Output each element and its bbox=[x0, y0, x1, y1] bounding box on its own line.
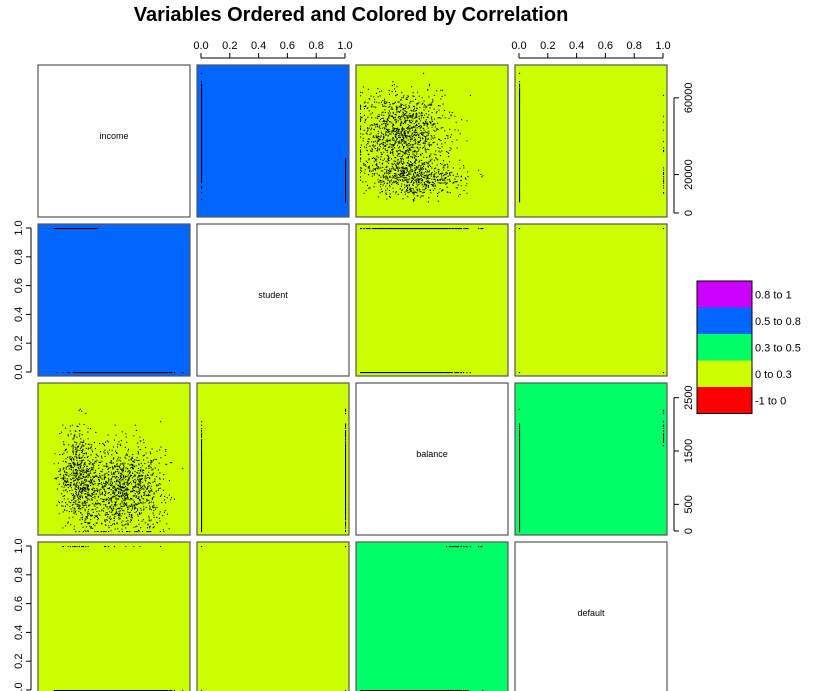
panel-default-income bbox=[37, 541, 191, 691]
panel-background bbox=[514, 382, 668, 536]
panel-student-student: student bbox=[196, 223, 350, 377]
legend-label: 0.5 to 0.8 bbox=[755, 316, 801, 328]
panel-default-balance bbox=[355, 541, 509, 691]
panel-income-default bbox=[514, 64, 668, 218]
diagonal-label-student: student bbox=[258, 290, 288, 300]
panel-balance-balance: balance bbox=[355, 382, 509, 536]
chart-title: Variables Ordered and Colored by Correla… bbox=[134, 4, 569, 26]
panel-student-income bbox=[37, 223, 191, 377]
legend-swatch bbox=[697, 387, 752, 414]
tick-label-left-default: 0.6 bbox=[13, 596, 25, 611]
panel-background bbox=[355, 223, 509, 377]
tick-label-top-default: 0.4 bbox=[569, 40, 584, 52]
legend-label: 0.3 to 0.5 bbox=[755, 342, 801, 354]
tick-label-left-student: 0.8 bbox=[13, 249, 25, 264]
legend-swatch bbox=[697, 281, 752, 308]
panel-background bbox=[196, 223, 350, 377]
scatter-points-income-vs-balance bbox=[360, 72, 484, 203]
tick-label-right-balance: 2500 bbox=[683, 385, 695, 409]
panel-background bbox=[37, 64, 191, 218]
tick-label-left-student: 0.2 bbox=[13, 336, 25, 351]
tick-label-left-student: 1.0 bbox=[13, 220, 25, 235]
panel-default-default: default bbox=[514, 541, 668, 691]
diagonal-label-income: income bbox=[99, 131, 128, 141]
tick-label-left-default: 0.2 bbox=[13, 654, 25, 669]
tick-label-left-default: 0.8 bbox=[13, 567, 25, 582]
panel-balance-student bbox=[196, 382, 350, 536]
tick-label-right-balance: 1500 bbox=[683, 439, 695, 463]
tick-label-top-student: 0.8 bbox=[309, 40, 324, 52]
panel-income-balance bbox=[355, 64, 509, 218]
scatter-points-balance-vs-income bbox=[53, 408, 184, 533]
panel-background bbox=[196, 541, 350, 691]
panel-student-balance bbox=[355, 223, 509, 377]
tick-label-right-income: 60000 bbox=[683, 83, 695, 114]
tick-label-right-income: 20000 bbox=[683, 159, 695, 190]
tick-label-right-balance: 0 bbox=[683, 528, 695, 534]
panel-background bbox=[196, 64, 350, 218]
diagonal-label-balance: balance bbox=[416, 449, 448, 459]
panel-balance-income bbox=[37, 382, 191, 536]
panel-background bbox=[355, 382, 509, 536]
tick-label-left-student: 0.6 bbox=[13, 278, 25, 293]
tick-label-left-default: 0.4 bbox=[13, 625, 25, 640]
diagonal-label-default: default bbox=[577, 608, 605, 618]
panel-default-student bbox=[196, 541, 350, 691]
panel-grid: income student balance default bbox=[37, 64, 668, 691]
panel-background bbox=[37, 223, 191, 377]
panel-background bbox=[196, 382, 350, 536]
tick-label-left-default: 1.0 bbox=[13, 538, 25, 553]
tick-label-top-student: 1.0 bbox=[337, 40, 352, 52]
tick-label-top-student: 0.6 bbox=[280, 40, 295, 52]
panel-student-default bbox=[514, 223, 668, 377]
legend-swatch bbox=[697, 334, 752, 361]
tick-label-top-student: 0.2 bbox=[222, 40, 237, 52]
legend-swatch bbox=[697, 307, 752, 334]
legend-label: 0 to 0.3 bbox=[755, 369, 792, 381]
panel-background bbox=[514, 64, 668, 218]
panel-balance-default bbox=[514, 382, 668, 536]
legend: 0.8 to 1 0.5 to 0.8 0.3 to 0.5 0 to 0.3 -1 t… bbox=[696, 280, 801, 414]
tick-label-top-student: 0.0 bbox=[193, 40, 208, 52]
tick-label-top-student: 0.4 bbox=[251, 40, 266, 52]
legend-label: 0.8 to 1 bbox=[755, 289, 792, 301]
panel-background bbox=[514, 541, 668, 691]
axes: 0.0 0.2 0.4 0.6 0.8 1.0 0.0 0.2 0.4 0.6 0.8 1.0 0 200… bbox=[13, 40, 695, 691]
tick-label-right-income: 0 bbox=[683, 210, 695, 216]
panel-income-income: income bbox=[37, 64, 191, 218]
panel-background bbox=[37, 541, 191, 691]
panel-background bbox=[355, 541, 509, 691]
tick-label-top-default: 0.8 bbox=[627, 40, 642, 52]
tick-label-left-default: 0.0 bbox=[13, 682, 25, 691]
tick-label-top-default: 1.0 bbox=[655, 40, 670, 52]
tick-label-top-default: 0.6 bbox=[598, 40, 613, 52]
panel-background bbox=[514, 223, 668, 377]
panel-income-student bbox=[196, 64, 350, 218]
tick-label-left-student: 0.0 bbox=[13, 364, 25, 379]
legend-label: -1 to 0 bbox=[755, 395, 786, 407]
tick-label-top-default: 0.0 bbox=[511, 40, 526, 52]
tick-label-top-default: 0.2 bbox=[540, 40, 555, 52]
legend-border bbox=[696, 280, 753, 414]
legend-swatch bbox=[697, 360, 752, 387]
tick-label-left-student: 0.4 bbox=[13, 307, 25, 322]
tick-label-right-balance: 500 bbox=[683, 495, 695, 513]
